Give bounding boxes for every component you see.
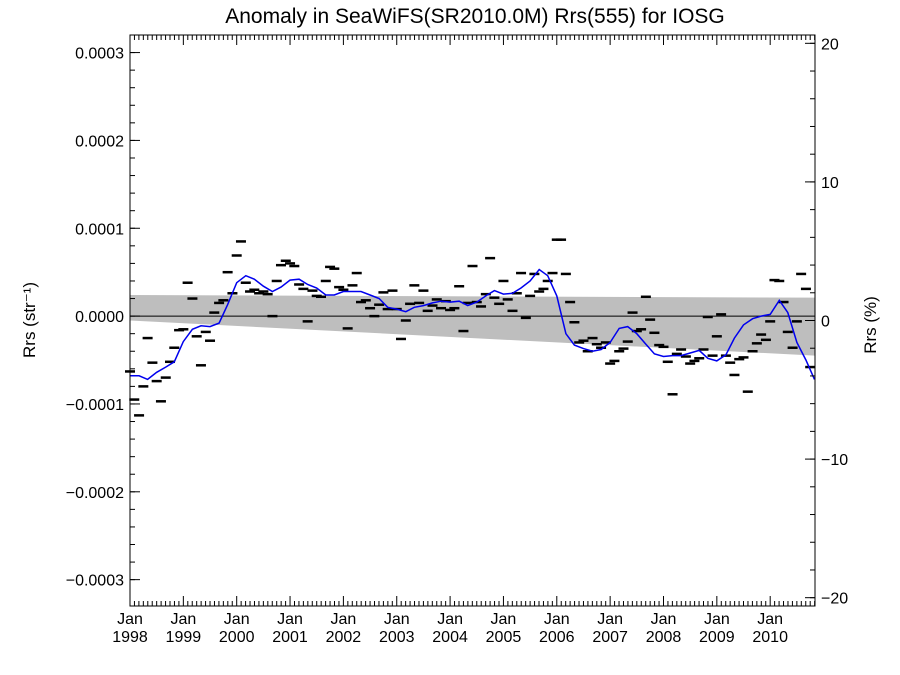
monthly-points-layer [125, 238, 816, 417]
y-tick-label: 0.0003 [75, 46, 124, 63]
x-tick-year-label: 2009 [699, 629, 735, 646]
x-tick-year-label: 2000 [219, 629, 255, 646]
right-axis: 20 10 0 −10 −20 [805, 36, 848, 608]
x-tick-year-label: 1998 [112, 629, 148, 646]
x-tick-month-label: Jan [224, 611, 250, 628]
y-tick-label: −0.0002 [66, 485, 124, 502]
uncertainty-band [130, 295, 815, 356]
y2-tick-label: −20 [821, 591, 848, 608]
x-axis: Jan1998Jan1999Jan2000Jan2001Jan2002Jan20… [112, 35, 816, 646]
x-tick-month-label: Jan [597, 611, 623, 628]
y2-tick-label: 10 [821, 175, 839, 192]
y-tick-label: 0.0000 [75, 309, 124, 326]
y-tick-label: 0.0002 [75, 133, 124, 150]
y-tick-label: 0.0001 [75, 221, 124, 238]
x-tick-year-label: 2007 [592, 629, 628, 646]
x-tick-year-label: 2002 [326, 629, 362, 646]
y-tick-label: −0.0001 [66, 397, 124, 414]
x-tick-month-label: Jan [704, 611, 730, 628]
x-tick-year-label: 2001 [272, 629, 308, 646]
x-tick-year-label: 2006 [539, 629, 575, 646]
uncertainty-band-layer [130, 295, 815, 356]
x-tick-month-label: Jan [757, 611, 783, 628]
y-tick-label: −0.0003 [66, 573, 124, 590]
running-mean-layer [130, 268, 816, 381]
x-tick-month-label: Jan [437, 611, 463, 628]
x-tick-month-label: Jan [651, 611, 677, 628]
x-tick-month-label: Jan [544, 611, 570, 628]
x-tick-year-label: 1999 [166, 629, 202, 646]
x-tick-year-label: 2003 [379, 629, 415, 646]
x-tick-month-label: Jan [170, 611, 196, 628]
x-tick-month-label: Jan [117, 611, 143, 628]
y2-tick-label: 20 [821, 36, 839, 53]
y2-axis-label: Rrs (%) [861, 296, 880, 354]
x-tick-year-label: 2005 [486, 629, 522, 646]
left-axis: 0.0003 0.0002 0.0001 0.0000 −0.0001 −0.0002 −0… [66, 46, 140, 590]
y2-tick-label: −10 [821, 452, 848, 469]
chart-title: Anomaly in SeaWiFS(SR2010.0M) Rrs(555) f… [225, 5, 725, 28]
x-tick-year-label: 2004 [432, 629, 468, 646]
x-tick-month-label: Jan [384, 611, 410, 628]
y2-tick-label: 0 [821, 314, 830, 331]
running-mean-line [130, 268, 816, 381]
y-axis-label: Rrs (str⁻¹) [20, 282, 39, 358]
x-tick-month-label: Jan [491, 611, 517, 628]
x-tick-year-label: 2008 [646, 629, 682, 646]
x-tick-month-label: Jan [277, 611, 303, 628]
x-tick-year-label: 2010 [752, 629, 788, 646]
x-tick-month-label: Jan [330, 611, 356, 628]
